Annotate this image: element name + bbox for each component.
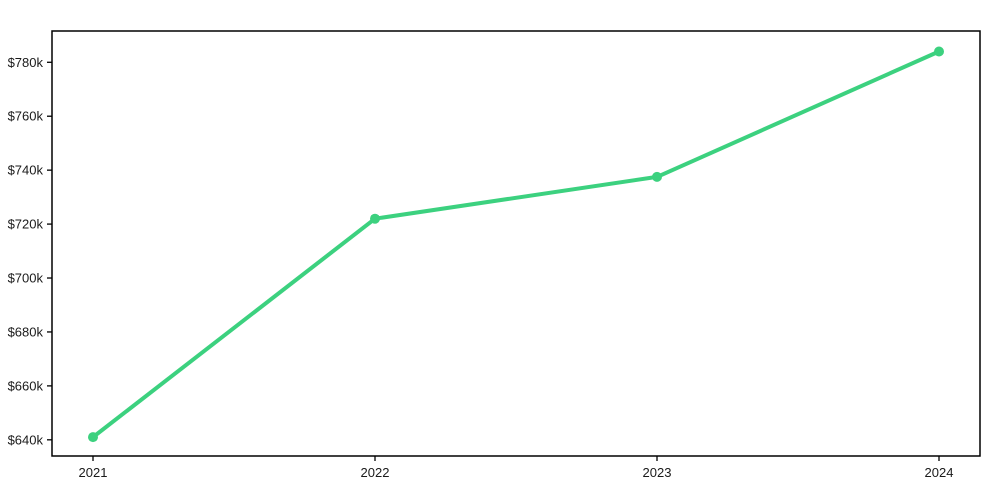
x-tick-label: 2024 [925, 465, 954, 480]
axes-frame [51, 30, 981, 457]
y-tick-label: $640k [8, 432, 44, 447]
y-tick-label: $740k [8, 163, 44, 178]
x-tick-label: 2022 [361, 465, 390, 480]
trend-line [91, 49, 941, 440]
x-tick-label: 2023 [643, 465, 672, 480]
x-tick-label: 2021 [79, 465, 108, 480]
y-tick-label: $660k [8, 378, 44, 393]
y-tick-label: $680k [8, 324, 44, 339]
y-tick-label: $700k [8, 271, 44, 286]
y-tick-label: $720k [8, 217, 44, 232]
data-point-2023 [652, 171, 662, 182]
data-point-2021 [88, 432, 98, 443]
y-tick-label: $780k [8, 55, 44, 70]
y-tick-label: $760k [8, 109, 44, 124]
data-point-2024 [934, 46, 944, 57]
data-point-2022 [370, 213, 380, 224]
